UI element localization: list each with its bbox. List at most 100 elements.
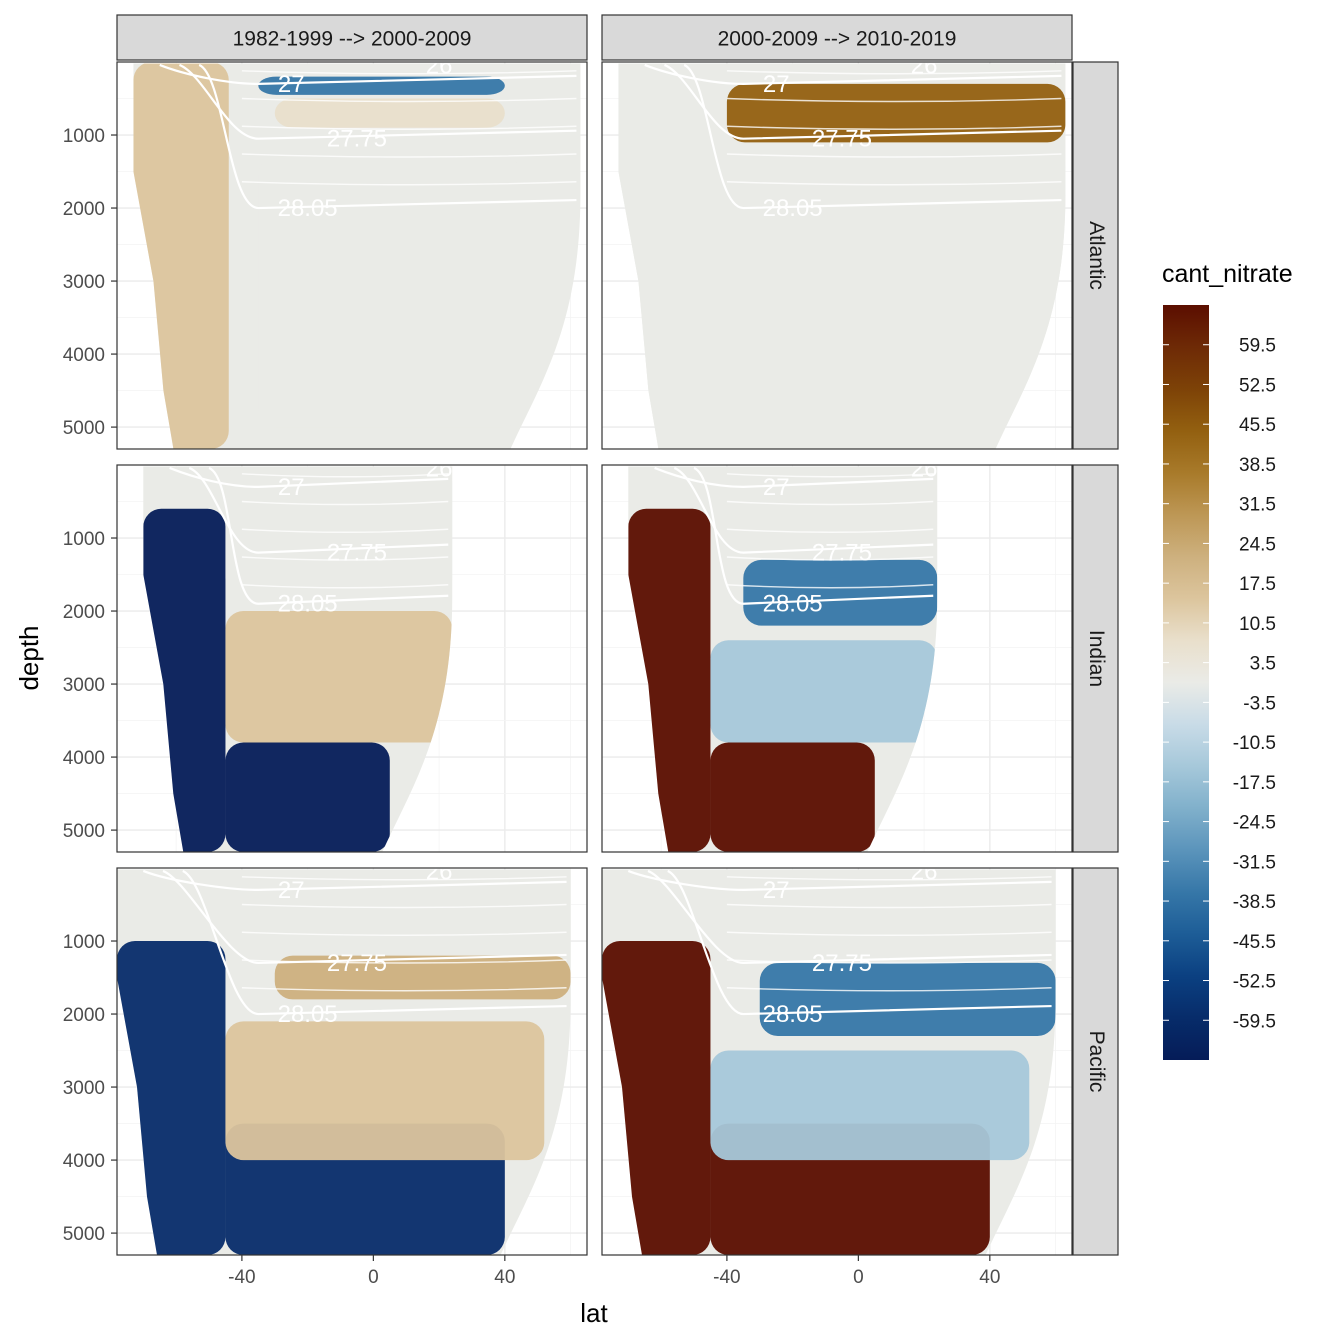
y-tick-label: 1000: [63, 126, 105, 147]
isopycnal-line: [726, 70, 1062, 75]
isopycnal-line: [726, 987, 1052, 992]
isopycnal-line: [726, 181, 1062, 186]
isopycnal-line: [726, 584, 934, 589]
isopycnal-line: [241, 125, 577, 130]
isopycnal-line: [241, 556, 449, 561]
anomaly-region: [225, 466, 453, 597]
legend-label: -24.5: [1233, 813, 1276, 834]
x-tick-label: 40: [979, 1267, 1000, 1288]
isopycnal-label: 27: [763, 877, 790, 904]
legend-labels: 59.5 52.5 45.5 38.5 31.5 24.5 17.5 10.5 3.5 -3.5 -…: [1163, 336, 1276, 1032]
x-tick-label: 40: [494, 1267, 515, 1288]
isopycnal-label: 28.05: [763, 195, 823, 222]
isopycnal-line: [198, 63, 577, 210]
isopycnal-line: [647, 869, 1052, 965]
isopycnal-line: [182, 869, 567, 1016]
isopycnal-label: 26: [426, 53, 453, 80]
isopycnal-line: [627, 869, 1052, 892]
isopycnal-line: [726, 97, 1062, 103]
isopycnal-label: 26: [911, 53, 938, 80]
x-tick-label: -40: [713, 1267, 740, 1288]
y-tick-label: 5000: [63, 418, 105, 439]
legend-label: 24.5: [1239, 534, 1276, 555]
isopycnal-line: [241, 959, 567, 964]
panels-layer: 27 27.75 28.05 26 27 27.75 28.05 26 27 27.75 28.05…: [116, 53, 1073, 1256]
panel-atlantic-1: 27 27.75 28.05 26: [601, 53, 1073, 450]
isopycnal-label: 28.05: [278, 1001, 338, 1028]
panel-border: [116, 867, 588, 1256]
anomaly-region: [258, 156, 522, 428]
facet-strip-label: Atlantic: [1085, 221, 1108, 290]
isopycnal-line: [241, 903, 567, 909]
isopycnal-label: 27: [763, 474, 790, 501]
y-tick-label: 2000: [63, 199, 105, 220]
legend-label: -52.5: [1233, 972, 1276, 993]
y-tick-label: 2000: [63, 1005, 105, 1026]
facet-strip-label: Indian: [1085, 630, 1108, 687]
y-tick-label: 1000: [63, 529, 105, 550]
isopycnal-label: 28.05: [278, 195, 338, 222]
anomaly-region: [618, 149, 1066, 449]
isopycnal-line: [142, 869, 567, 892]
isopycnal-line: [726, 125, 1062, 130]
y-tick-label: 3000: [63, 1078, 105, 1099]
strips-layer: 1982-1999 --> 2000-2009 2000-2009 --> 201…: [116, 14, 1119, 1256]
panel-border: [601, 867, 1073, 1256]
isopycnal-line: [169, 466, 449, 489]
isopycnal-line: [654, 466, 934, 489]
isopycnal-label: 26: [426, 456, 453, 483]
x-axis-title: lat: [580, 1298, 608, 1328]
y-tick-label: 4000: [63, 748, 105, 769]
y-tick-label: 5000: [63, 821, 105, 842]
legend-title: cant_nitrate: [1162, 260, 1293, 288]
x-tick-label: -40: [228, 1267, 255, 1288]
isopycnal-line: [726, 473, 934, 478]
isopycnal-label: 27.75: [327, 540, 387, 567]
facet-strip-column: 2000-2009 --> 2010-2019: [601, 14, 1073, 61]
isopycnal-line: [241, 876, 567, 881]
isopycnal-line: [693, 466, 934, 605]
isopycnal-line: [241, 528, 449, 533]
facet-strip-row: Indian: [1072, 464, 1119, 853]
anomaly-regions: [602, 941, 1056, 1255]
panel-border: [116, 464, 588, 853]
isopycnal-line: [644, 63, 1062, 86]
facet-strip-label: 2000-2009 --> 2010-2019: [718, 28, 957, 51]
y-tick-label: 3000: [63, 675, 105, 696]
isopycnal-label: 27: [278, 71, 305, 98]
isopycnal-line: [241, 153, 577, 158]
legend-label: -59.5: [1233, 1011, 1276, 1032]
isopycnal-label: 28.05: [278, 591, 338, 618]
isopycnal-line: [162, 869, 567, 965]
isopycnal-line: [208, 466, 449, 605]
anomaly-region: [258, 76, 505, 95]
isopycnal-label: 28.05: [763, 1001, 823, 1028]
isopycnal-line: [673, 466, 934, 554]
isopycnal-line: [726, 500, 934, 506]
isopycnal-line: [241, 500, 449, 506]
panel-indian-0: 27 27.75 28.05 26: [116, 456, 588, 853]
x-tick-label: 0: [853, 1267, 864, 1288]
legend-label: 45.5: [1239, 415, 1276, 436]
legend-label: -3.5: [1243, 693, 1276, 714]
anomaly-region: [225, 742, 390, 852]
legend: cant_nitrate 59.5 52.5 45.5 38.5 31.5 24.5 17.…: [1162, 260, 1293, 1060]
isopycnal-line: [726, 931, 1052, 936]
isopycnal-line: [241, 931, 567, 936]
isopycnal-label: 26: [911, 456, 938, 483]
isopycnal-line: [241, 987, 567, 992]
x-tick-label: 0: [368, 1267, 379, 1288]
anomaly-region: [759, 962, 1056, 1036]
legend-label: 3.5: [1250, 654, 1276, 675]
isopycnal-line: [241, 97, 577, 103]
facet-strip-column: 1982-1999 --> 2000-2009: [116, 14, 588, 61]
facet-strip-row: Atlantic: [1072, 61, 1119, 450]
isopycnal-line: [726, 876, 1052, 881]
facet-strip-row: Pacific: [1072, 867, 1119, 1256]
